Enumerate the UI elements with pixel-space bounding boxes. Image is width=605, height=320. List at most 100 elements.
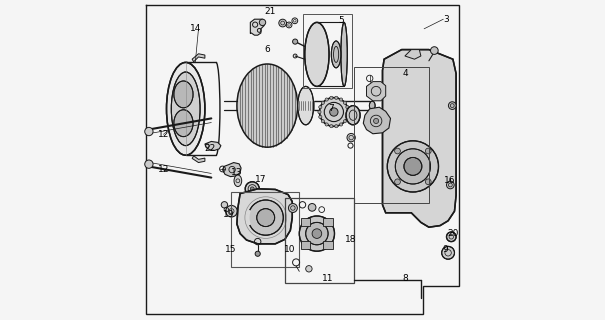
Bar: [354, 67, 429, 203]
Polygon shape: [367, 82, 386, 101]
Ellipse shape: [174, 110, 193, 137]
Polygon shape: [192, 156, 205, 163]
Circle shape: [343, 120, 347, 123]
Polygon shape: [223, 163, 241, 177]
Circle shape: [387, 141, 439, 192]
Bar: [301, 219, 310, 226]
Bar: [302, 14, 352, 88]
Text: 4: 4: [402, 69, 408, 78]
Circle shape: [373, 118, 379, 124]
Circle shape: [339, 123, 342, 126]
Circle shape: [442, 246, 454, 259]
Circle shape: [339, 98, 342, 101]
Ellipse shape: [370, 101, 375, 110]
Ellipse shape: [346, 106, 360, 125]
Text: 20: 20: [448, 229, 459, 238]
Circle shape: [306, 222, 328, 245]
Circle shape: [446, 181, 454, 189]
Bar: [285, 198, 354, 283]
Circle shape: [346, 115, 349, 118]
Circle shape: [299, 216, 335, 251]
Circle shape: [347, 110, 350, 114]
Circle shape: [321, 120, 324, 123]
Text: 9: 9: [442, 245, 448, 254]
Circle shape: [394, 148, 401, 154]
Text: 21: 21: [265, 7, 276, 16]
Circle shape: [448, 102, 456, 109]
Circle shape: [425, 179, 431, 185]
Polygon shape: [237, 189, 292, 244]
Text: 14: 14: [189, 24, 201, 33]
Ellipse shape: [174, 81, 193, 108]
Ellipse shape: [305, 22, 329, 86]
Text: 10: 10: [284, 245, 295, 254]
Circle shape: [346, 106, 349, 109]
Bar: [324, 219, 333, 226]
Circle shape: [335, 124, 338, 128]
Circle shape: [306, 266, 312, 272]
Text: 5: 5: [338, 16, 344, 25]
Circle shape: [335, 96, 338, 100]
Circle shape: [293, 39, 298, 44]
Text: 19: 19: [223, 210, 235, 219]
Circle shape: [325, 123, 329, 126]
Circle shape: [145, 127, 153, 136]
Circle shape: [289, 204, 298, 212]
Circle shape: [330, 124, 333, 128]
Circle shape: [255, 251, 260, 256]
Polygon shape: [382, 50, 456, 227]
Circle shape: [343, 101, 347, 104]
Circle shape: [221, 202, 227, 208]
Circle shape: [446, 232, 456, 242]
Text: 16: 16: [444, 176, 456, 185]
Ellipse shape: [298, 86, 314, 125]
Text: 13: 13: [231, 168, 243, 177]
Circle shape: [431, 47, 438, 54]
Polygon shape: [192, 54, 205, 62]
Text: 22: 22: [204, 144, 215, 153]
Circle shape: [279, 19, 287, 27]
Bar: [324, 241, 333, 249]
Circle shape: [250, 187, 254, 191]
Ellipse shape: [234, 175, 242, 187]
Circle shape: [319, 98, 348, 126]
Circle shape: [395, 149, 431, 184]
Polygon shape: [250, 19, 264, 35]
Text: 12: 12: [158, 130, 169, 139]
Circle shape: [260, 19, 266, 26]
Circle shape: [347, 133, 355, 142]
Circle shape: [330, 108, 338, 116]
Polygon shape: [363, 107, 390, 134]
Circle shape: [319, 106, 322, 109]
Polygon shape: [205, 141, 221, 150]
Bar: [301, 241, 310, 249]
Circle shape: [145, 160, 153, 168]
Circle shape: [319, 115, 322, 118]
Circle shape: [425, 148, 431, 154]
Ellipse shape: [341, 22, 347, 86]
Circle shape: [312, 229, 322, 238]
Text: 18: 18: [345, 236, 356, 244]
Circle shape: [318, 110, 321, 114]
Text: 15: 15: [224, 245, 236, 254]
Circle shape: [245, 182, 260, 196]
Circle shape: [248, 200, 283, 235]
Text: 12: 12: [158, 165, 169, 174]
Text: 6: 6: [264, 45, 270, 54]
Circle shape: [321, 101, 324, 104]
Text: 17: 17: [255, 175, 267, 184]
Circle shape: [330, 96, 333, 100]
Bar: [231, 192, 299, 267]
Circle shape: [394, 179, 401, 185]
Polygon shape: [405, 50, 421, 59]
Circle shape: [404, 157, 422, 175]
Ellipse shape: [237, 64, 298, 147]
Circle shape: [257, 209, 275, 227]
Circle shape: [325, 98, 329, 101]
Ellipse shape: [332, 41, 341, 68]
Text: 7: 7: [329, 104, 334, 113]
Circle shape: [226, 205, 237, 217]
Text: 11: 11: [322, 274, 334, 283]
Text: 3: 3: [443, 15, 450, 24]
Text: 8: 8: [402, 274, 408, 283]
